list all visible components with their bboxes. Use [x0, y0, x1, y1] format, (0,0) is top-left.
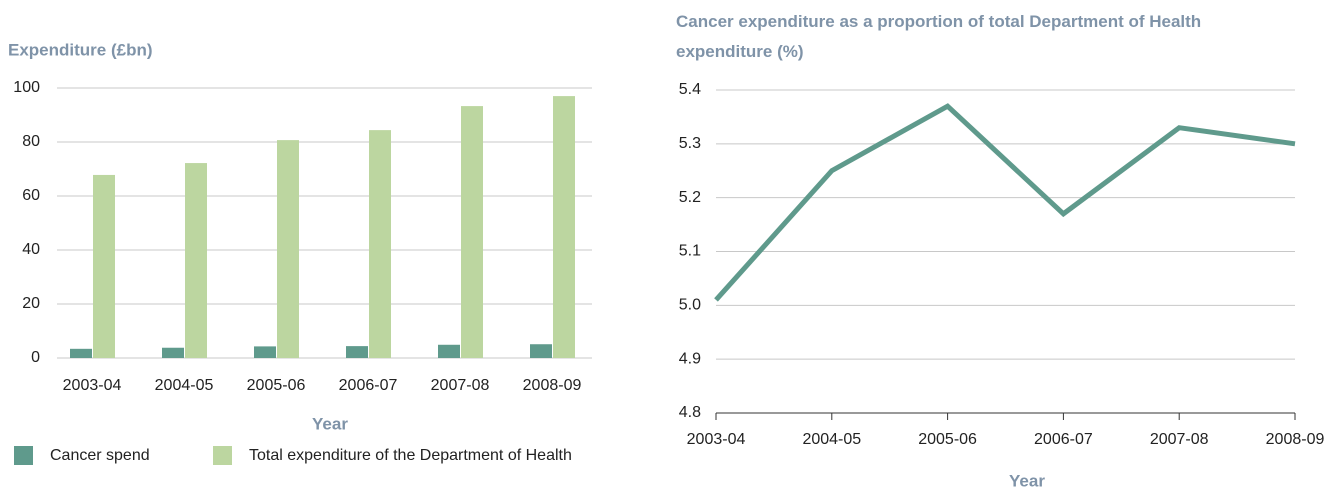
- bar: [254, 346, 276, 358]
- bar: [530, 344, 552, 358]
- bar: [70, 348, 92, 358]
- legend-swatch: [213, 446, 232, 465]
- bar: [346, 346, 368, 358]
- x-tick-label: 2004-05: [802, 431, 861, 448]
- bar: [277, 140, 299, 358]
- y-tick-label: 4.8: [679, 404, 701, 421]
- chart-title: Cancer expenditure as a proportion of to…: [676, 12, 1202, 61]
- y-tick-label: 5.2: [679, 189, 701, 206]
- bar: [461, 106, 483, 358]
- y-tick-label: 5.4: [679, 81, 701, 98]
- bar: [185, 163, 207, 358]
- x-tick-label: 2007-08: [431, 377, 490, 394]
- legend-swatch: [14, 446, 33, 465]
- y-tick-label: 5.0: [679, 297, 701, 314]
- y-tick-label: 40: [22, 241, 40, 258]
- x-tick-label: 2006-07: [1034, 431, 1093, 448]
- y-tick-label: 5.1: [679, 243, 701, 260]
- y-tick-label: 0: [31, 349, 40, 366]
- bar: [553, 96, 575, 358]
- x-tick-label: 2005-06: [918, 431, 977, 448]
- line-series: [714, 103, 1296, 302]
- x-tick-label: 2003-04: [687, 431, 746, 448]
- y-tick-label: 80: [22, 133, 40, 150]
- bar: [162, 347, 184, 358]
- x-axis-label: Year: [312, 414, 348, 433]
- bar: [93, 174, 115, 358]
- chart-title: Expenditure (£bn): [8, 40, 153, 59]
- x-tick-label: 2004-05: [155, 377, 214, 394]
- y-tick-label: 60: [22, 187, 40, 204]
- x-tick-label: 2003-04: [63, 377, 122, 394]
- bar: [438, 344, 460, 358]
- x-tick-label: 2006-07: [339, 377, 398, 394]
- y-tick-label: 4.9: [679, 350, 701, 367]
- legend-label: Cancer spend: [50, 447, 150, 464]
- y-tick-label: 5.3: [679, 135, 701, 152]
- x-tick-label: 2005-06: [247, 377, 306, 394]
- x-tick-label: 2008-09: [523, 377, 582, 394]
- x-axis-label: Year: [1009, 471, 1045, 490]
- x-tick-label: 2007-08: [1150, 431, 1209, 448]
- bar: [369, 130, 391, 358]
- x-tick-label: 2008-09: [1266, 431, 1325, 448]
- y-tick-label: 20: [22, 295, 40, 312]
- legend-label: Total expenditure of the Department of H…: [249, 447, 572, 464]
- y-tick-label: 100: [13, 79, 40, 96]
